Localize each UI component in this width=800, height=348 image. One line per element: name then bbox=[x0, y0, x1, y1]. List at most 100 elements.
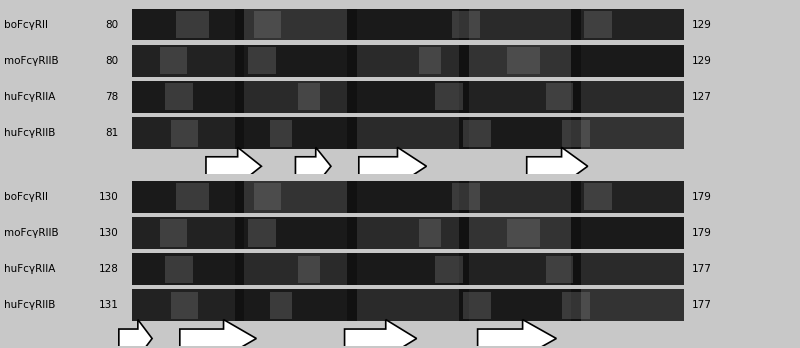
Bar bbox=[132, 117, 683, 149]
Bar bbox=[357, 9, 459, 40]
Bar bbox=[469, 217, 571, 249]
Bar bbox=[245, 45, 347, 77]
FancyArrow shape bbox=[119, 319, 152, 348]
Bar bbox=[507, 47, 540, 74]
Text: 177: 177 bbox=[691, 300, 711, 310]
Bar bbox=[469, 181, 571, 213]
Bar bbox=[132, 9, 235, 40]
Bar bbox=[132, 290, 235, 321]
Bar bbox=[166, 256, 193, 283]
FancyArrow shape bbox=[206, 147, 262, 185]
Bar bbox=[435, 84, 463, 110]
Text: 131: 131 bbox=[99, 300, 119, 310]
Bar bbox=[248, 47, 276, 74]
Bar bbox=[469, 253, 571, 285]
Bar bbox=[357, 290, 459, 321]
Bar bbox=[132, 117, 235, 149]
FancyArrow shape bbox=[180, 319, 256, 348]
Text: huFcγRIIB: huFcγRIIB bbox=[4, 128, 55, 138]
Bar bbox=[357, 253, 459, 285]
Bar bbox=[357, 217, 459, 249]
Bar bbox=[452, 183, 479, 211]
Bar bbox=[132, 181, 235, 213]
Bar bbox=[270, 120, 292, 147]
Bar bbox=[419, 47, 441, 74]
Bar bbox=[132, 181, 683, 213]
Text: moFcγRIIB: moFcγRIIB bbox=[4, 228, 58, 238]
Text: huFcγRIIA: huFcγRIIA bbox=[4, 92, 55, 102]
Text: 128: 128 bbox=[99, 264, 119, 274]
Bar bbox=[132, 217, 683, 249]
Text: moFcγRIIB: moFcγRIIB bbox=[4, 56, 58, 66]
Text: 81: 81 bbox=[106, 128, 119, 138]
Bar bbox=[463, 292, 490, 319]
Bar bbox=[177, 11, 210, 38]
Text: 130: 130 bbox=[99, 192, 119, 202]
FancyArrow shape bbox=[359, 147, 426, 185]
Text: B: B bbox=[403, 192, 411, 203]
Bar bbox=[160, 47, 187, 74]
Bar bbox=[132, 81, 683, 113]
Bar bbox=[171, 292, 198, 319]
Text: 179: 179 bbox=[691, 192, 711, 202]
Bar bbox=[584, 11, 612, 38]
Text: A: A bbox=[242, 192, 250, 203]
Bar bbox=[546, 84, 574, 110]
Bar bbox=[581, 9, 683, 40]
Bar bbox=[132, 290, 683, 321]
Bar bbox=[469, 290, 571, 321]
Bar bbox=[166, 84, 193, 110]
Bar bbox=[581, 181, 683, 213]
Bar bbox=[132, 81, 235, 113]
Bar bbox=[245, 290, 347, 321]
Bar bbox=[581, 217, 683, 249]
Text: C: C bbox=[566, 192, 574, 203]
Bar bbox=[546, 256, 574, 283]
Bar bbox=[254, 183, 281, 211]
Bar bbox=[132, 45, 235, 77]
Bar bbox=[581, 81, 683, 113]
Bar bbox=[469, 81, 571, 113]
Bar bbox=[581, 290, 683, 321]
Bar bbox=[254, 11, 281, 38]
FancyArrow shape bbox=[345, 319, 417, 348]
Bar bbox=[562, 120, 590, 147]
Text: huFcγRIIB: huFcγRIIB bbox=[4, 300, 55, 310]
Bar bbox=[171, 120, 198, 147]
Bar bbox=[245, 181, 347, 213]
Bar bbox=[132, 253, 683, 285]
FancyArrow shape bbox=[295, 147, 331, 185]
Bar bbox=[357, 81, 459, 113]
Bar bbox=[357, 45, 459, 77]
FancyArrow shape bbox=[526, 147, 588, 185]
Bar bbox=[298, 256, 320, 283]
Text: boFcγRII: boFcγRII bbox=[4, 19, 48, 30]
Text: huFcγRIIA: huFcγRIIA bbox=[4, 264, 55, 274]
Bar bbox=[245, 253, 347, 285]
Bar bbox=[584, 183, 612, 211]
Text: boFcγRII: boFcγRII bbox=[4, 192, 48, 202]
Bar bbox=[419, 220, 441, 246]
Bar bbox=[452, 11, 479, 38]
Bar bbox=[463, 120, 490, 147]
Bar bbox=[469, 117, 571, 149]
Bar bbox=[177, 183, 210, 211]
Bar bbox=[562, 292, 590, 319]
Text: 80: 80 bbox=[106, 56, 119, 66]
Text: 78: 78 bbox=[106, 92, 119, 102]
Bar bbox=[245, 117, 347, 149]
Bar bbox=[581, 45, 683, 77]
Bar bbox=[581, 253, 683, 285]
Text: 177: 177 bbox=[691, 264, 711, 274]
Bar bbox=[132, 253, 235, 285]
Text: 129: 129 bbox=[691, 56, 711, 66]
Bar bbox=[435, 256, 463, 283]
Text: 129: 129 bbox=[691, 19, 711, 30]
Text: A': A' bbox=[315, 192, 326, 203]
Bar bbox=[357, 181, 459, 213]
Bar bbox=[245, 217, 347, 249]
Bar bbox=[507, 220, 540, 246]
Bar bbox=[245, 81, 347, 113]
Text: 179: 179 bbox=[691, 228, 711, 238]
Bar bbox=[132, 9, 683, 40]
